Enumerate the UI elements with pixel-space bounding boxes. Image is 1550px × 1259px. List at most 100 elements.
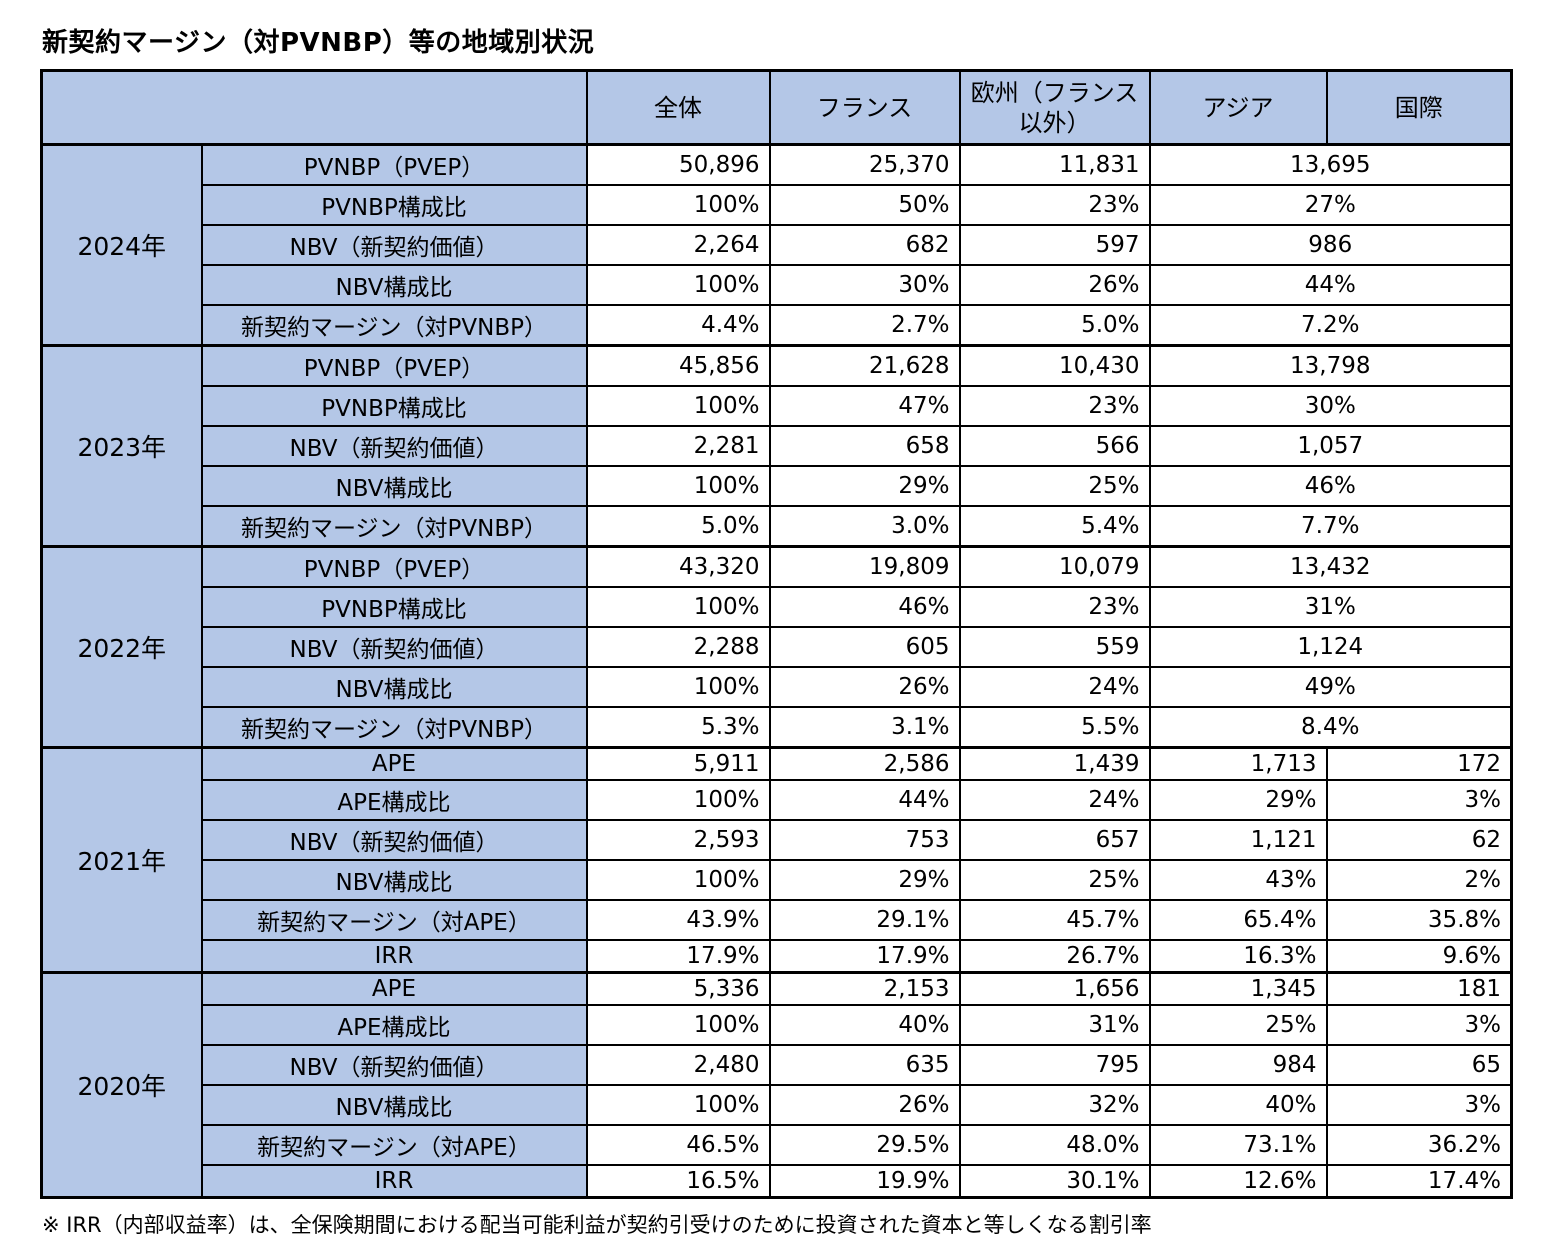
data-cell: 23%	[958, 184, 1151, 226]
data-cell: 2,480	[585, 1044, 771, 1086]
row-label: APE構成比	[200, 1004, 588, 1046]
data-cell: 682	[768, 224, 961, 266]
data-cell: 25%	[958, 859, 1151, 901]
data-cell: 100%	[585, 1004, 771, 1046]
row-label: 新契約マージン（対APE）	[200, 1124, 588, 1166]
data-cell: 31%	[1148, 586, 1513, 628]
column-header: フランス	[768, 69, 961, 146]
table-title: 新契約マージン（対PVNBP）等の地域別状況	[42, 28, 595, 58]
data-cell: 2,281	[585, 425, 771, 467]
table-row: PVNBP構成比 100% 46% 23% 31%	[42, 586, 1513, 628]
data-cell: 30%	[1148, 385, 1513, 427]
data-cell: 1,345	[1148, 971, 1328, 1006]
data-cell: 11,831	[958, 143, 1151, 186]
data-cell: 172	[1325, 746, 1513, 781]
row-label: NBV（新契約価値）	[200, 819, 588, 861]
row-label: NBV（新契約価値）	[200, 425, 588, 467]
row-label: APE構成比	[200, 779, 588, 821]
column-header: 国際	[1325, 69, 1513, 146]
data-cell: 10,079	[958, 545, 1151, 588]
data-cell: 7.7%	[1148, 505, 1513, 548]
data-cell: 559	[958, 626, 1151, 668]
table-row: 2023年 PVNBP（PVEP） 45,856 21,628 10,430 13,798	[40, 344, 1513, 548]
table-row: PVNBP構成比 100% 50% 23% 27%	[42, 184, 1513, 226]
data-cell: 100%	[585, 184, 771, 226]
row-label: 新契約マージン（対PVNBP）	[200, 505, 588, 548]
data-cell: 46%	[768, 586, 961, 628]
data-cell: 3%	[1325, 1004, 1513, 1046]
data-cell: 29%	[768, 465, 961, 507]
data-cell: 50%	[768, 184, 961, 226]
data-cell: 13,798	[1148, 344, 1513, 387]
data-cell: 73.1%	[1148, 1124, 1328, 1166]
table-row: NBV構成比 100% 26% 24% 49%	[42, 666, 1513, 708]
row-label: NBV（新契約価値）	[200, 626, 588, 668]
data-cell: 25,370	[768, 143, 961, 186]
data-cell: 3.0%	[768, 505, 961, 548]
row-label: PVNBP構成比	[200, 586, 588, 628]
data-cell: 19,809	[768, 545, 961, 588]
data-cell: 48.0%	[958, 1124, 1151, 1166]
data-cell: 29.1%	[768, 899, 961, 941]
data-cell: 23%	[958, 385, 1151, 427]
corner-cell	[40, 69, 588, 146]
data-cell: 65	[1325, 1044, 1513, 1086]
data-cell: 5.4%	[958, 505, 1151, 548]
data-cell: 2,288	[585, 626, 771, 668]
data-cell: 46%	[1148, 465, 1513, 507]
data-cell: 47%	[768, 385, 961, 427]
data-cell: 1,124	[1148, 626, 1513, 668]
data-cell: 1,713	[1148, 746, 1328, 781]
data-cell: 635	[768, 1044, 961, 1086]
row-label: NBV構成比	[200, 264, 588, 306]
data-cell: 100%	[585, 264, 771, 306]
table-row: NBV（新契約価値） 2,480 635 795 984 65	[42, 1044, 1513, 1086]
data-cell: 100%	[585, 465, 771, 507]
data-cell: 597	[958, 224, 1151, 266]
data-cell: 1,656	[958, 971, 1151, 1006]
data-cell: 23%	[958, 586, 1151, 628]
data-cell: 26.7%	[958, 939, 1151, 974]
data-cell: 2%	[1325, 859, 1513, 901]
data-cell: 2,264	[585, 224, 771, 266]
data-cell: 795	[958, 1044, 1151, 1086]
table-row: 新契約マージン（対APE） 46.5% 29.5% 48.0% 73.1% 36.2%	[42, 1124, 1513, 1166]
data-cell: 605	[768, 626, 961, 668]
data-cell: 1,057	[1148, 425, 1513, 467]
table-row: NBV構成比 100% 29% 25% 43% 2%	[42, 859, 1513, 901]
data-cell: 45.7%	[958, 899, 1151, 941]
row-label: PVNBP構成比	[200, 385, 588, 427]
row-label: NBV（新契約価値）	[200, 224, 588, 266]
data-cell: 29%	[768, 859, 961, 901]
data-cell: 32%	[958, 1084, 1151, 1126]
data-cell: 24%	[958, 779, 1151, 821]
data-cell: 17.4%	[1325, 1164, 1513, 1199]
row-label: 新契約マージン（対APE）	[200, 899, 588, 941]
data-cell: 40%	[1148, 1084, 1328, 1126]
data-cell: 16.5%	[585, 1164, 771, 1199]
data-cell: 2,586	[768, 746, 961, 781]
year-cell: 2022年	[40, 545, 203, 749]
data-cell: 100%	[585, 586, 771, 628]
data-cell: 43.9%	[585, 899, 771, 941]
row-label: IRR	[200, 1164, 588, 1199]
data-cell: 25%	[1148, 1004, 1328, 1046]
table-row: IRR 16.5% 19.9% 30.1% 12.6% 17.4%	[42, 1164, 1513, 1199]
row-label: NBV構成比	[200, 465, 588, 507]
table-row: NBV（新契約価値） 2,264 682 597 986	[42, 224, 1513, 266]
data-cell: 1,439	[958, 746, 1151, 781]
data-cell: 13,695	[1148, 143, 1513, 186]
header-row: 全体 フランス 欧州（フランス以外） アジア 国際	[40, 69, 1513, 146]
column-header: 全体	[585, 69, 771, 146]
data-cell: 5.3%	[585, 706, 771, 749]
row-label: 新契約マージン（対PVNBP）	[200, 304, 588, 347]
table-row: 2022年 PVNBP（PVEP） 43,320 19,809 10,079 13,432	[40, 545, 1513, 749]
data-cell: 986	[1148, 224, 1513, 266]
data-cell: 44%	[1148, 264, 1513, 306]
table-row: NBV（新契約価値） 2,593 753 657 1,121 62	[42, 819, 1513, 861]
data-cell: 8.4%	[1148, 706, 1513, 749]
regional-margin-table: 全体 フランス 欧州（フランス以外） アジア 国際 2024年 PVNBP（PVEP） 50…	[40, 69, 1513, 1199]
data-cell: 5,911	[585, 746, 771, 781]
data-cell: 25%	[958, 465, 1151, 507]
